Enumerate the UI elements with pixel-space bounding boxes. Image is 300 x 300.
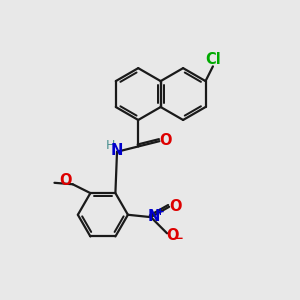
Text: O: O <box>169 199 181 214</box>
Text: +: + <box>156 207 165 217</box>
Text: O: O <box>166 228 178 243</box>
Text: N: N <box>110 143 123 158</box>
Text: Cl: Cl <box>206 52 221 68</box>
Text: −: − <box>174 232 184 245</box>
Text: O: O <box>159 133 172 148</box>
Text: H: H <box>106 139 115 152</box>
Text: O: O <box>59 173 72 188</box>
Text: N: N <box>148 209 160 224</box>
